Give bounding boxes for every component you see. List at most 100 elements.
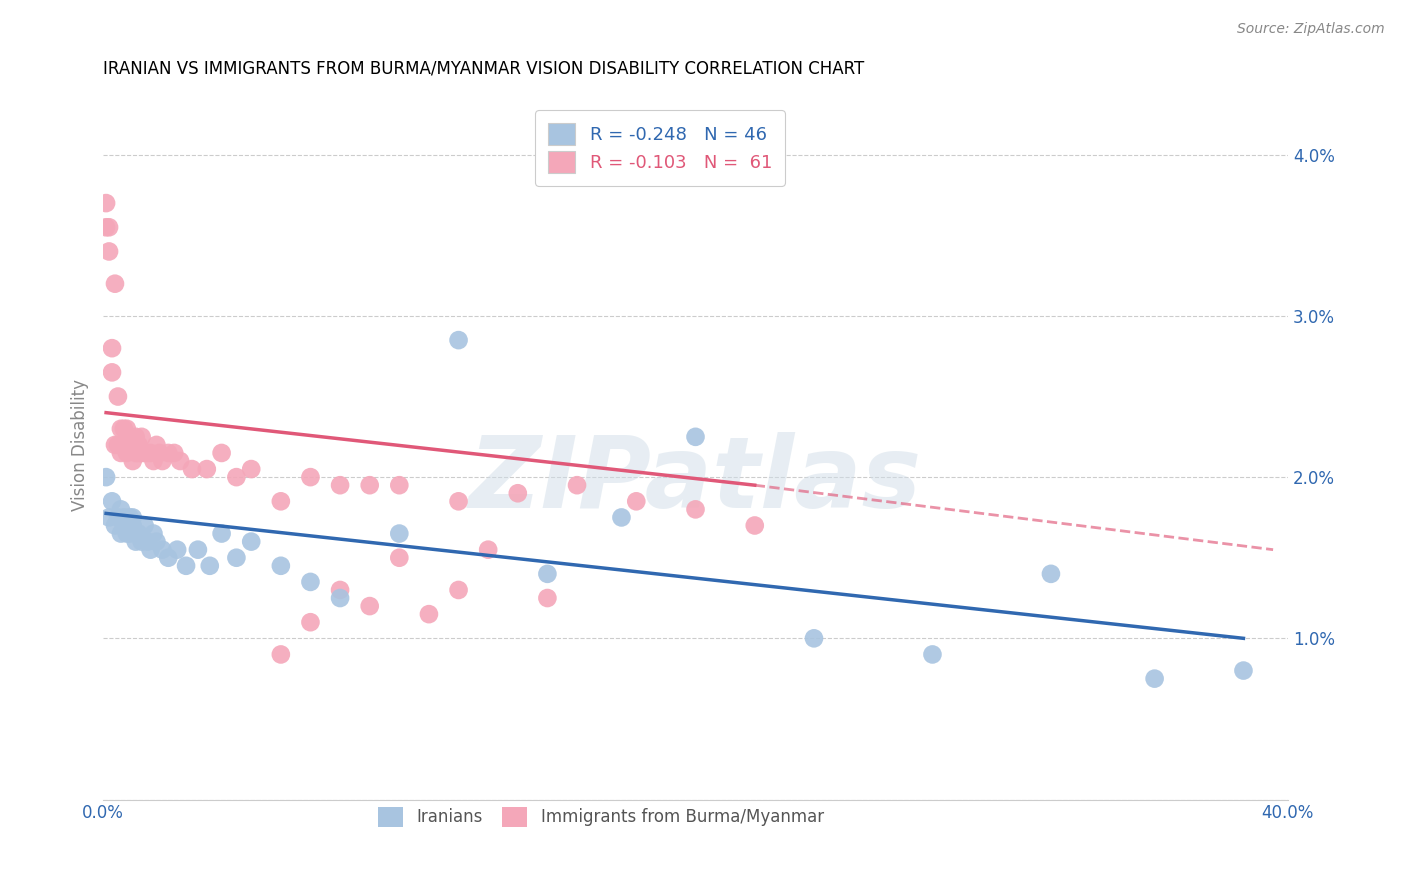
Point [225,470,247,484]
Point [125,446,148,460]
Point [150,454,173,468]
Point [110,526,132,541]
Point [112,438,135,452]
Point [112,510,135,524]
Point [142,526,165,541]
Point [139,542,162,557]
Point [115,446,138,460]
Point [329,591,352,605]
Point [803,632,825,646]
Point [157,550,180,565]
Point [447,582,470,597]
Point [211,446,233,460]
Point [150,542,173,557]
Text: IRANIAN VS IMMIGRANTS FROM BURMA/MYANMAR VISION DISABILITY CORRELATION CHART: IRANIAN VS IMMIGRANTS FROM BURMA/MYANMAR… [103,60,865,78]
Point [198,558,221,573]
Y-axis label: Vision Disability: Vision Disability [72,379,89,511]
Point [110,446,132,460]
Point [270,558,292,573]
Point [121,438,143,452]
Point [131,430,153,444]
Point [94,470,117,484]
Legend: Iranians, Immigrants from Burma/Myanmar: Iranians, Immigrants from Burma/Myanmar [371,800,831,834]
Point [101,341,124,355]
Point [195,462,218,476]
Point [136,446,159,460]
Point [299,470,322,484]
Point [104,518,127,533]
Point [1143,672,1166,686]
Point [142,454,165,468]
Point [388,550,411,565]
Point [115,518,138,533]
Point [121,518,143,533]
Point [107,510,129,524]
Point [110,422,132,436]
Point [270,648,292,662]
Point [299,615,322,630]
Point [145,534,167,549]
Point [136,534,159,549]
Point [131,534,153,549]
Point [610,510,633,524]
Point [447,333,470,347]
Point [94,196,117,211]
Point [104,277,127,291]
Point [101,365,124,379]
Point [121,454,143,468]
Point [98,510,121,524]
Point [118,438,141,452]
Text: ZIPatlas: ZIPatlas [470,432,922,529]
Point [211,526,233,541]
Point [270,494,292,508]
Point [169,454,191,468]
Point [299,574,322,589]
Point [145,438,167,452]
Point [118,510,141,524]
Point [157,446,180,460]
Point [174,558,197,573]
Point [329,582,352,597]
Point [536,591,558,605]
Point [506,486,529,500]
Point [118,430,141,444]
Point [128,438,150,452]
Point [477,542,499,557]
Point [112,518,135,533]
Point [134,518,156,533]
Point [134,446,156,460]
Point [139,446,162,460]
Point [101,494,124,508]
Point [626,494,648,508]
Point [125,534,148,549]
Point [148,446,170,460]
Point [115,422,138,436]
Point [163,446,186,460]
Point [359,599,381,613]
Point [1039,566,1062,581]
Point [685,502,707,516]
Point [128,526,150,541]
Point [536,566,558,581]
Point [125,526,148,541]
Point [98,244,121,259]
Point [418,607,440,622]
Point [329,478,352,492]
Point [447,494,470,508]
Point [118,526,141,541]
Point [921,648,943,662]
Point [359,478,381,492]
Point [388,526,411,541]
Point [104,438,127,452]
Point [107,390,129,404]
Point [187,542,209,557]
Point [94,220,117,235]
Point [225,550,247,565]
Text: Source: ZipAtlas.com: Source: ZipAtlas.com [1237,22,1385,37]
Point [125,430,148,444]
Point [166,542,188,557]
Point [388,478,411,492]
Point [115,526,138,541]
Point [1232,664,1254,678]
Point [240,534,263,549]
